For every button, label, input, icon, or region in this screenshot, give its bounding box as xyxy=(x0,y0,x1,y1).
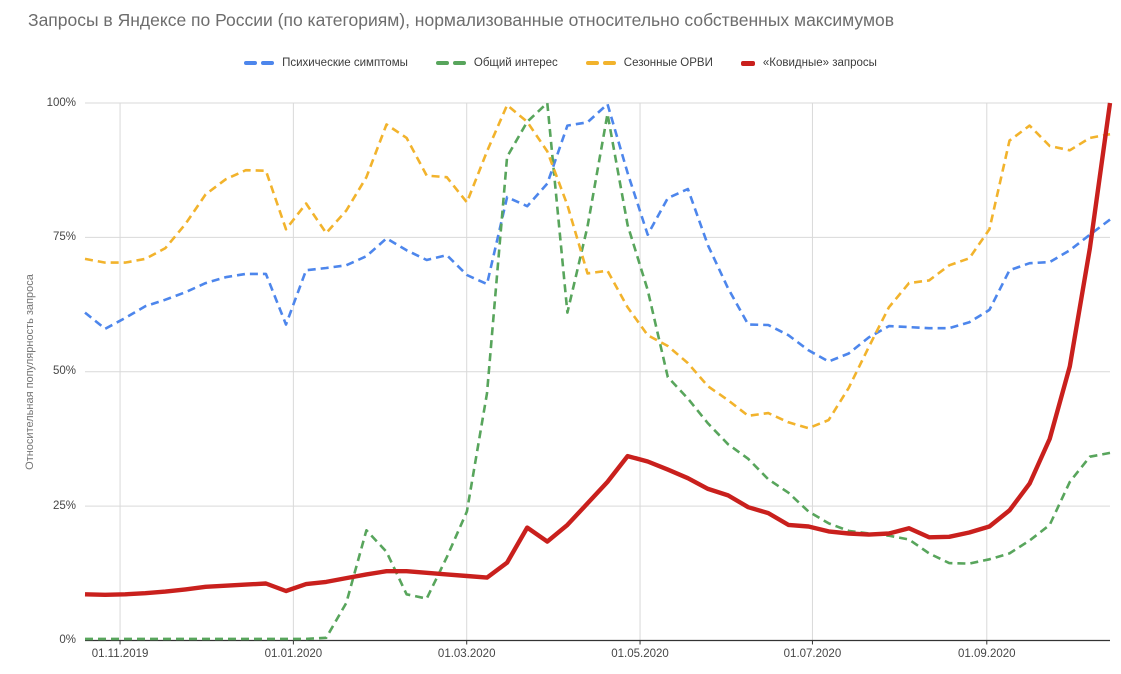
x-tick-label-0: 01.11.2019 xyxy=(91,648,149,660)
legend-item-0: Психические симптомы xyxy=(244,57,408,69)
legend-swatch-icon xyxy=(244,61,275,65)
series-line-1 xyxy=(85,101,1111,641)
x-tick-label-1: 01.01.2020 xyxy=(264,648,323,660)
y-tick-label-25: 25% xyxy=(52,499,76,512)
legend-dash xyxy=(261,61,275,65)
legend-swatch-icon xyxy=(435,61,466,65)
series-line-2 xyxy=(84,103,1111,430)
chart-title: Запросы в Яндексе по России (по категори… xyxy=(28,10,895,30)
legend-dash xyxy=(244,61,258,65)
y-tick-label-50: 50% xyxy=(52,365,76,378)
x-tick-label-4: 01.07.2020 xyxy=(783,648,842,660)
chart-legend: Психические симптомы Общий интерес Сезонны… xyxy=(0,57,1121,69)
legend-dash xyxy=(740,60,755,66)
legend-dash xyxy=(585,61,599,65)
x-tick-label-3: 01.05.2020 xyxy=(611,648,669,660)
x-tick-label-5: 01.09.2020 xyxy=(958,648,1016,660)
legend-label: «Ковидные» запросы xyxy=(762,57,877,69)
legend-dash xyxy=(452,61,466,65)
legend-label: Сезонные ОРВИ xyxy=(623,57,713,69)
legend-label: Общий интерес xyxy=(473,57,558,69)
legend-swatch-icon xyxy=(585,61,616,65)
legend-label: Психические симптомы xyxy=(282,57,408,69)
legend-item-1: Общий интерес xyxy=(435,57,558,69)
legend-swatch-icon xyxy=(740,60,755,66)
legend-dash xyxy=(435,61,449,65)
y-tick-label-0: 0% xyxy=(59,634,76,646)
legend-item-2: Сезонные ОРВИ xyxy=(585,57,713,69)
series-line-0 xyxy=(84,102,1111,363)
x-tick-label-2: 01.03.2020 xyxy=(437,648,496,660)
y-tick-label-75: 75% xyxy=(52,230,76,243)
legend-dash xyxy=(602,61,616,65)
y-tick-label-100: 100% xyxy=(46,96,76,109)
legend-item-3: «Ковидные» запросы xyxy=(740,57,877,69)
series-line-3 xyxy=(84,102,1113,597)
